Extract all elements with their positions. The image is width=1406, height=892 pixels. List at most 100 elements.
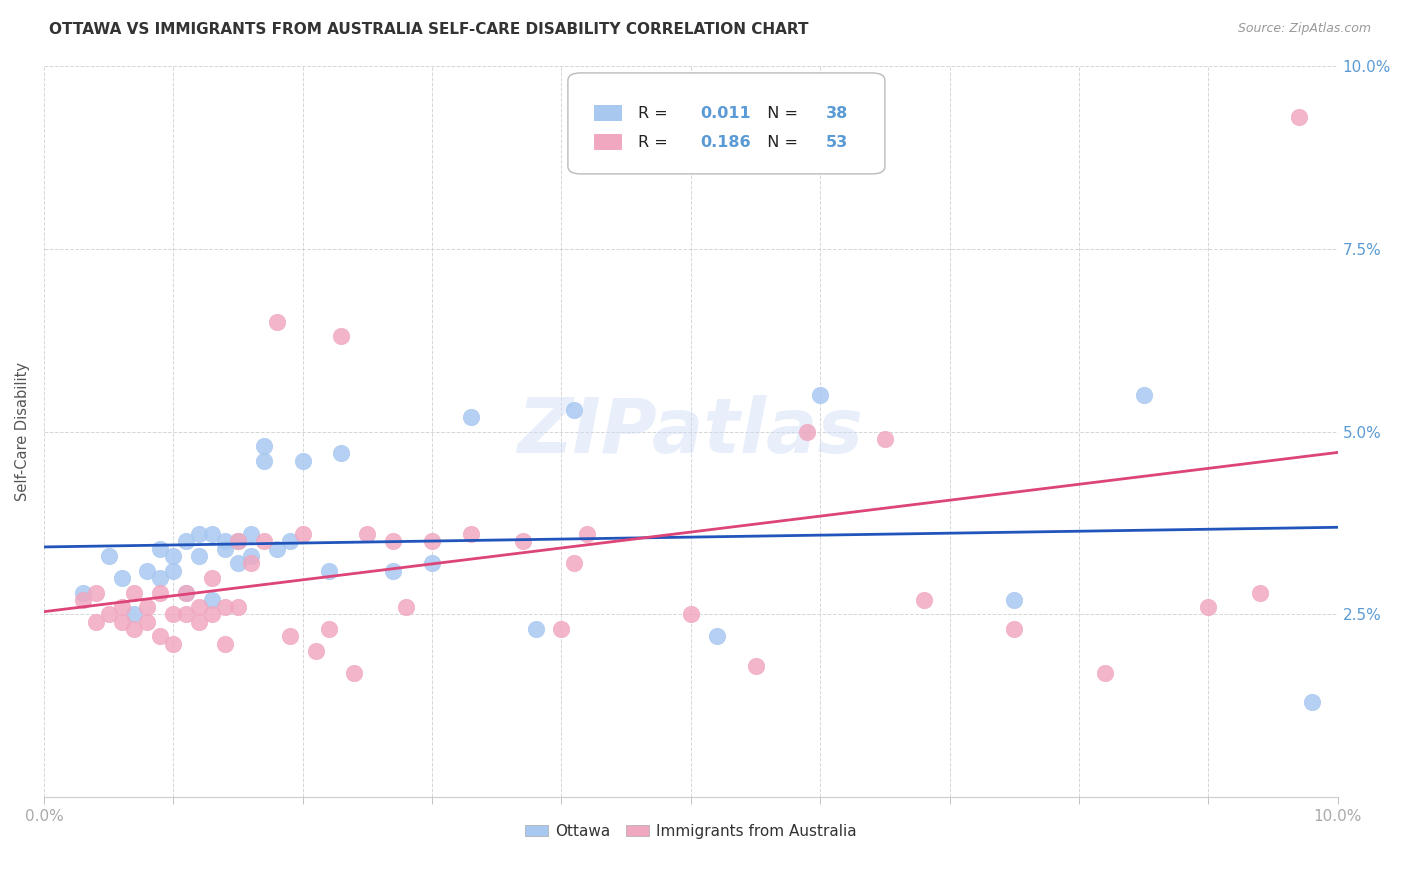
Point — [136, 600, 159, 615]
Point — [110, 615, 132, 629]
Text: N =: N = — [756, 105, 803, 120]
Point — [174, 607, 197, 622]
Y-axis label: Self-Care Disability: Self-Care Disability — [15, 362, 30, 501]
Point — [253, 534, 276, 549]
Point — [226, 534, 249, 549]
Point — [226, 534, 249, 549]
Point — [679, 607, 702, 622]
Point — [72, 592, 94, 607]
Point — [214, 541, 236, 556]
Point — [174, 585, 197, 599]
Point — [188, 600, 211, 615]
Point — [382, 534, 405, 549]
Point — [330, 446, 353, 460]
Point — [1094, 666, 1116, 681]
Point — [162, 564, 184, 578]
Point — [149, 585, 172, 599]
Text: 38: 38 — [825, 105, 848, 120]
Text: ZIPatlas: ZIPatlas — [517, 394, 863, 468]
Point — [1002, 622, 1025, 636]
Point — [266, 541, 288, 556]
Point — [124, 585, 146, 599]
Point — [318, 564, 340, 578]
Point — [253, 439, 276, 453]
Point — [460, 527, 482, 541]
Point — [214, 600, 236, 615]
Point — [188, 549, 211, 563]
Text: 53: 53 — [825, 135, 848, 150]
FancyBboxPatch shape — [593, 135, 623, 151]
Point — [1301, 695, 1323, 709]
Point — [564, 402, 586, 417]
Point — [291, 527, 314, 541]
Point — [278, 534, 301, 549]
Point — [84, 585, 107, 599]
Text: R =: R = — [638, 135, 672, 150]
Point — [110, 571, 132, 585]
Point — [124, 622, 146, 636]
Text: OTTAWA VS IMMIGRANTS FROM AUSTRALIA SELF-CARE DISABILITY CORRELATION CHART: OTTAWA VS IMMIGRANTS FROM AUSTRALIA SELF… — [49, 22, 808, 37]
Point — [214, 534, 236, 549]
Point — [343, 666, 366, 681]
Point — [84, 615, 107, 629]
Text: N =: N = — [756, 135, 803, 150]
Point — [1002, 592, 1025, 607]
Point — [174, 585, 197, 599]
Point — [188, 615, 211, 629]
Point — [420, 534, 443, 549]
Point — [266, 315, 288, 329]
Point — [162, 637, 184, 651]
Point — [524, 622, 547, 636]
Point — [201, 607, 224, 622]
Point — [214, 637, 236, 651]
Point — [1132, 388, 1154, 402]
Point — [201, 527, 224, 541]
Point — [188, 527, 211, 541]
Point — [72, 585, 94, 599]
Point — [97, 607, 120, 622]
Point — [149, 541, 172, 556]
Point — [382, 564, 405, 578]
Point — [1288, 110, 1310, 124]
FancyBboxPatch shape — [593, 105, 623, 121]
Text: Source: ZipAtlas.com: Source: ZipAtlas.com — [1237, 22, 1371, 36]
Point — [912, 592, 935, 607]
Point — [1249, 585, 1271, 599]
Text: 0.011: 0.011 — [700, 105, 751, 120]
Point — [873, 432, 896, 446]
Point — [110, 600, 132, 615]
Point — [304, 644, 326, 658]
Point — [291, 454, 314, 468]
Text: R =: R = — [638, 105, 672, 120]
Point — [136, 564, 159, 578]
Point — [278, 629, 301, 643]
Legend: Ottawa, Immigrants from Australia: Ottawa, Immigrants from Australia — [519, 817, 863, 845]
Point — [201, 592, 224, 607]
Point — [808, 388, 831, 402]
Point — [356, 527, 378, 541]
Point — [835, 110, 858, 124]
Point — [97, 549, 120, 563]
Point — [576, 527, 599, 541]
Point — [706, 629, 728, 643]
Point — [420, 556, 443, 570]
Point — [318, 622, 340, 636]
Point — [460, 409, 482, 424]
Point — [226, 556, 249, 570]
Point — [162, 549, 184, 563]
Point — [136, 615, 159, 629]
Point — [564, 556, 586, 570]
Text: 0.186: 0.186 — [700, 135, 751, 150]
Point — [239, 527, 262, 541]
FancyBboxPatch shape — [568, 73, 884, 174]
Point — [239, 556, 262, 570]
Point — [330, 329, 353, 343]
Point — [1197, 600, 1219, 615]
Point — [201, 571, 224, 585]
Point — [226, 600, 249, 615]
Point — [796, 425, 818, 439]
Point — [239, 549, 262, 563]
Point — [395, 600, 418, 615]
Point — [162, 607, 184, 622]
Point — [512, 534, 534, 549]
